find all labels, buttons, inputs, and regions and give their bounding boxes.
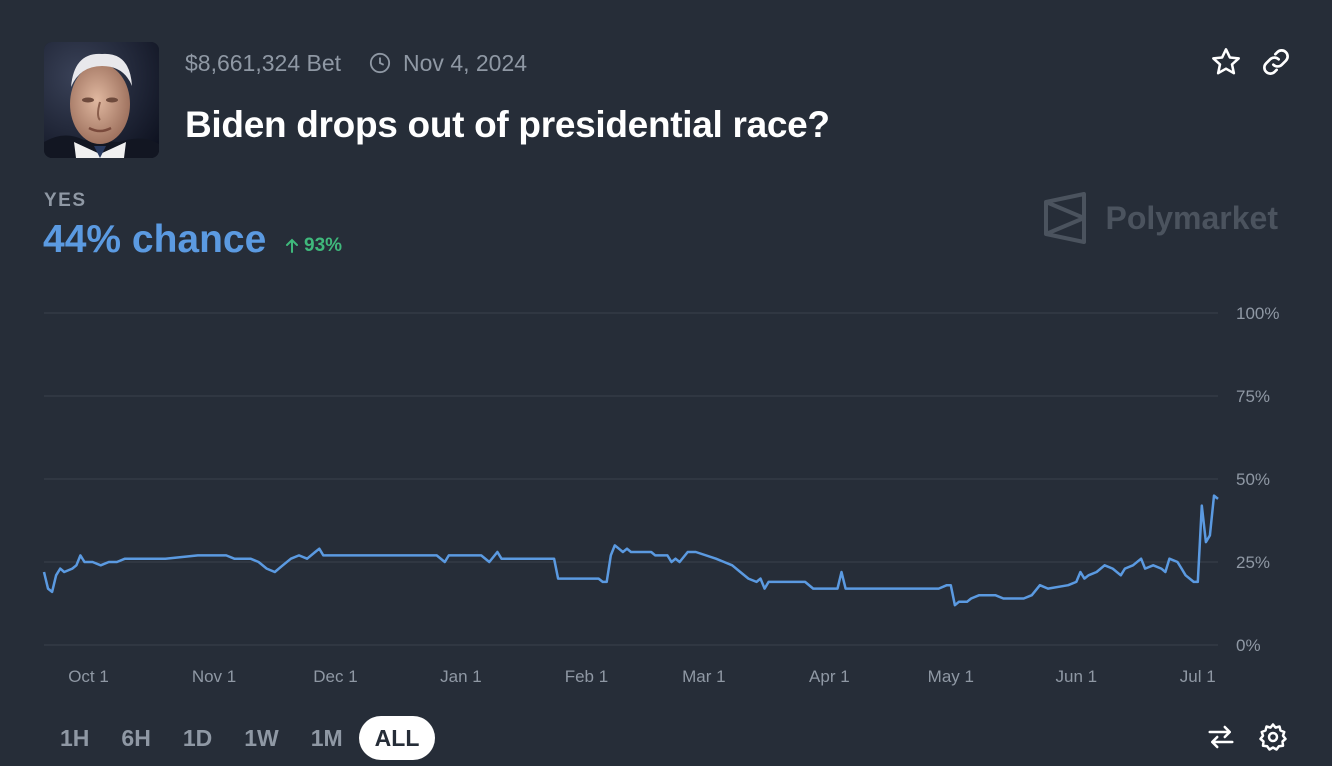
timeframe-all[interactable]: ALL	[358, 716, 436, 760]
x-tick-label: Mar 1	[682, 667, 725, 686]
x-tick-label: Jul 1	[1180, 667, 1216, 686]
volume-text: $8,661,324 Bet	[185, 49, 342, 76]
polymarket-logo-icon	[1044, 192, 1087, 244]
chance-value: 44% chance	[43, 218, 267, 261]
link-icon[interactable]	[1260, 46, 1292, 78]
x-tick-label: May 1	[928, 667, 974, 686]
x-tick-label: Apr 1	[809, 667, 850, 686]
settings-icon[interactable]	[1258, 722, 1288, 752]
y-tick-label: 75%	[1236, 387, 1270, 406]
x-tick-label: Oct 1	[68, 667, 109, 686]
timeframe-6h[interactable]: 6H	[121, 725, 151, 751]
timeframe-1w[interactable]: 1W	[244, 725, 279, 751]
timeframe-1h[interactable]: 1H	[60, 725, 90, 751]
y-tick-label: 100%	[1236, 304, 1279, 323]
end-date-text: Nov 4, 2024	[403, 49, 528, 76]
series-line	[42, 494, 1219, 607]
arrow-up-icon	[286, 238, 298, 253]
change-badge: 93%	[285, 235, 342, 257]
swap-icon[interactable]	[1206, 722, 1236, 752]
timeframe-selector: 1H 6H 1D 1W 1M ALL	[44, 716, 436, 760]
outcome-label: YES	[44, 190, 87, 211]
x-tick-label: Jan 1	[440, 667, 482, 686]
timeframe-1m[interactable]: 1M	[310, 725, 343, 751]
brand-logo: Polymarket	[1043, 192, 1278, 244]
y-tick-label: 25%	[1236, 553, 1270, 572]
x-tick-label: Feb 1	[565, 667, 608, 686]
x-tick-label: Dec 1	[313, 667, 357, 686]
x-tick-label: Nov 1	[192, 667, 236, 686]
clock-icon	[369, 52, 391, 74]
brand-name: Polymarket	[1105, 199, 1278, 236]
market-image	[44, 42, 159, 158]
change-value: 93%	[304, 235, 343, 256]
star-icon[interactable]	[1210, 46, 1242, 78]
y-tick-label: 50%	[1236, 470, 1270, 489]
x-tick-label: Jun 1	[1056, 667, 1098, 686]
y-tick-label: 0%	[1236, 636, 1261, 655]
timeframe-1d[interactable]: 1D	[182, 725, 213, 751]
market-title: Biden drops out of presidential race?	[185, 104, 830, 145]
